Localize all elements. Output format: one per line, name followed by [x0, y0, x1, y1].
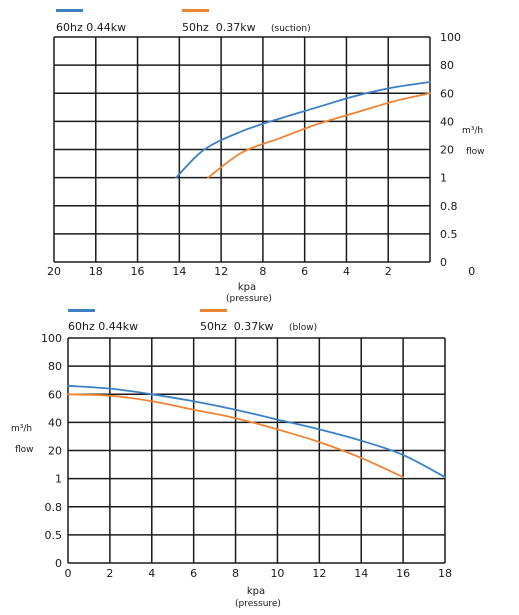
x-tick-label: 14	[354, 567, 368, 580]
x-tick-label: 16	[396, 567, 410, 580]
x-tick-label: 2	[385, 265, 392, 278]
x-tick-label: 8	[232, 567, 239, 580]
legend-swatch-50hz	[200, 309, 227, 312]
suction-chart: 60hz 0.44kw 50hz 0.37kw (suction) 20 18 16…	[47, 9, 485, 304]
y-axis-label: flow	[15, 445, 34, 455]
legend-label-50hz: 50hz 0.37kw	[182, 21, 256, 34]
y-tick-label: 60	[440, 87, 454, 100]
y-tick-label: 0	[55, 557, 62, 570]
y-tick-label: 40	[48, 416, 62, 429]
blow-chart: 60hz 0.44kw 50hz 0.37kw (blow) 0 2 4 6 8 10 12…	[11, 309, 452, 609]
y-tick-label: 80	[440, 59, 454, 72]
x-tick-label: 8	[259, 265, 266, 278]
legend-label-50hz: 50hz 0.37kw	[200, 320, 274, 333]
series-60hz-curve	[175, 81, 431, 179]
x-tick-label: 12	[312, 567, 326, 580]
y-axis-ticks: 0 0.5 0.8 1 20 40 60 80 100	[41, 332, 62, 570]
x-tick-label: 0	[468, 265, 475, 278]
y-tick-label: 1	[55, 473, 62, 486]
x-tick-label: 18	[438, 567, 452, 580]
y-tick-label: 0.8	[45, 501, 63, 514]
series-50hz-curve	[67, 393, 404, 478]
legend-swatch-60hz	[56, 9, 83, 12]
legend-swatch-50hz	[182, 9, 209, 12]
grid	[53, 36, 431, 263]
x-tick-label: 4	[343, 265, 350, 278]
y-axis-label: flow	[466, 147, 485, 157]
x-axis-sublabel: (pressure)	[226, 294, 272, 304]
series-50hz-curve	[207, 92, 431, 179]
y-axis-unit: m³/h	[462, 126, 483, 136]
y-tick-label: 100	[440, 31, 461, 44]
y-axis-ticks: 0 0.5 0.8 1 20 40 60 80 100	[440, 31, 461, 269]
y-tick-label: 20	[440, 144, 454, 157]
x-axis-label: kpa	[238, 282, 256, 293]
y-axis-unit: m³/h	[11, 424, 32, 434]
x-tick-label: 6	[301, 265, 308, 278]
legend-note-blow: (blow)	[289, 323, 317, 333]
x-tick-label: 0	[65, 567, 72, 580]
x-axis-label: kpa	[247, 586, 265, 597]
grid	[67, 337, 446, 564]
y-tick-label: 1	[440, 172, 447, 185]
x-axis-ticks: 20 18 16 14 12 8 6 4 2 0	[47, 265, 475, 278]
x-tick-label: 16	[131, 265, 145, 278]
series-60hz-curve	[67, 384, 446, 478]
y-tick-label: 100	[41, 332, 62, 345]
x-tick-label: 4	[148, 567, 155, 580]
y-tick-label: 80	[48, 360, 62, 373]
x-axis-sublabel: (pressure)	[235, 599, 281, 609]
legend-swatch-60hz	[68, 309, 95, 312]
y-tick-label: 0.5	[440, 228, 458, 241]
x-tick-label: 20	[47, 265, 61, 278]
x-tick-label: 2	[106, 567, 113, 580]
y-tick-label: 0	[440, 256, 447, 269]
legend-note-suction: (suction)	[271, 24, 311, 34]
y-tick-label: 40	[440, 115, 454, 128]
y-tick-label: 0.8	[440, 200, 458, 213]
legend-label-60hz: 60hz 0.44kw	[56, 21, 126, 34]
x-axis-ticks: 0 2 4 6 8 10 12 14 16 18	[65, 567, 453, 580]
x-tick-label: 12	[214, 265, 228, 278]
legend-label-60hz: 60hz 0.44kw	[68, 320, 138, 333]
x-tick-label: 14	[172, 265, 186, 278]
y-tick-label: 0.5	[45, 529, 63, 542]
x-tick-label: 6	[190, 567, 197, 580]
y-tick-label: 20	[48, 445, 62, 458]
x-tick-label: 10	[270, 567, 284, 580]
y-tick-label: 60	[48, 388, 62, 401]
x-tick-label: 18	[89, 265, 103, 278]
